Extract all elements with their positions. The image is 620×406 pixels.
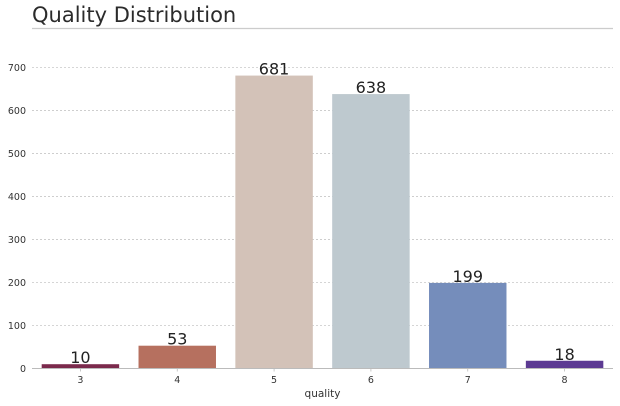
y-tick-label: 0 xyxy=(20,364,26,375)
chart-title: Quality Distribution xyxy=(32,3,236,27)
bar-quality-8 xyxy=(525,360,604,369)
bar-quality-5 xyxy=(235,75,313,369)
bar-quality-4 xyxy=(138,345,216,369)
y-tick-label: 100 xyxy=(8,321,26,332)
y-tick-label: 400 xyxy=(8,192,26,203)
y-tick-label: 700 xyxy=(8,63,26,74)
x-tick-labels: 3 4 5 6 7 8 xyxy=(77,368,568,386)
y-tick-labels: 0 100 200 300 400 500 600 700 xyxy=(8,63,26,375)
x-axis-label: quality xyxy=(305,388,341,400)
x-tick-label: 6 xyxy=(368,375,374,386)
x-tick-label: 7 xyxy=(465,375,471,386)
data-label: 18 xyxy=(554,345,574,364)
data-label: 681 xyxy=(259,60,290,79)
data-label: 199 xyxy=(452,267,483,286)
y-tick-label: 500 xyxy=(8,149,26,160)
bars xyxy=(41,75,604,369)
x-tick-label: 3 xyxy=(77,375,83,386)
bar-quality-3 xyxy=(41,364,120,369)
x-tick-label: 4 xyxy=(174,375,180,386)
y-tick-label: 300 xyxy=(8,235,26,246)
y-tick-label: 200 xyxy=(8,278,26,289)
data-label: 53 xyxy=(167,330,187,349)
y-tick-label: 600 xyxy=(8,106,26,117)
x-tick-label: 8 xyxy=(562,375,568,386)
y-gridlines xyxy=(32,67,613,326)
data-labels: 10 53 681 638 199 18 xyxy=(70,60,575,368)
bar-quality-6 xyxy=(332,94,410,369)
data-label: 10 xyxy=(70,348,90,367)
data-label: 638 xyxy=(356,78,387,97)
bar-quality-7 xyxy=(429,282,507,369)
x-tick-label: 5 xyxy=(271,375,277,386)
